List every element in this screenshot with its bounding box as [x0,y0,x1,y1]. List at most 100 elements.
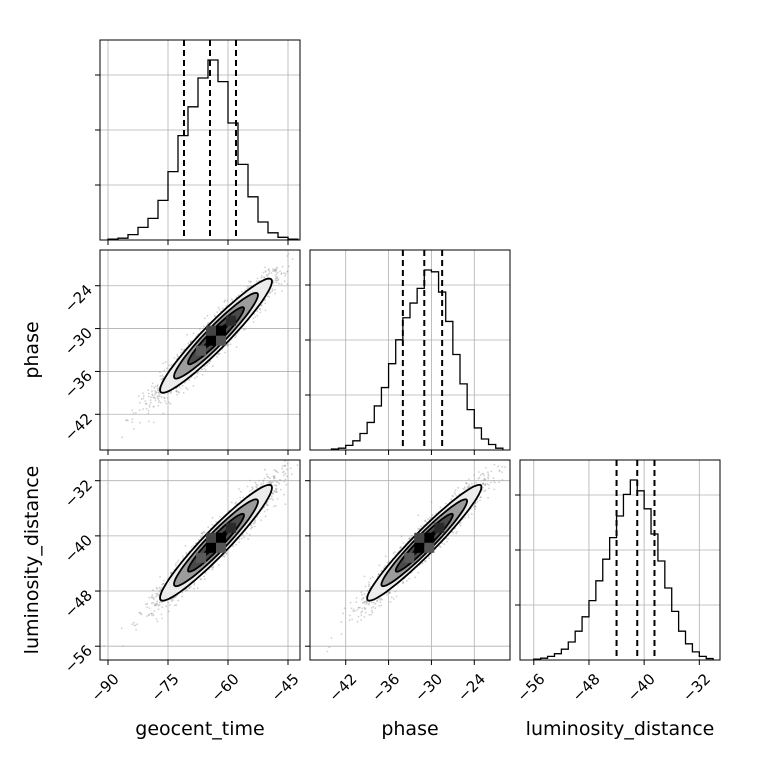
scatter-point [276,267,278,270]
histogram-panel-luminosity_distance: −56 −48 −40 −32 [513,459,721,705]
scatter-point [283,465,286,467]
panel-background [310,250,510,450]
scatter-point [253,520,256,523]
scatter-point [218,516,221,518]
scatter-point [275,487,278,490]
scatter-point [266,275,269,277]
scatter-point [226,344,229,346]
scatter-point [166,367,168,370]
scatter-point [218,308,221,311]
scatter-point [242,496,245,499]
scatter-point [211,365,214,368]
scatter-point [272,270,274,272]
scatter-point [289,467,292,470]
scatter-point [269,480,272,483]
scatter-point [280,272,283,275]
scatter-point [154,603,157,606]
scatter-point [157,593,160,596]
scatter-point [276,279,278,282]
scatter-point [158,603,161,606]
scatter-point [270,481,273,483]
scatter-point [147,395,150,398]
scatter-point [275,469,277,472]
scatter-point [246,285,249,288]
scatter-point [125,419,127,422]
scatter-point [206,314,209,317]
scatter-point [275,470,278,473]
scatter-point [161,378,164,381]
scatter-point [235,334,238,337]
scatter-point [264,302,267,305]
scatter-point [231,298,233,301]
scatter-point [238,541,241,544]
scatter-point [157,398,160,400]
scatter-point [188,587,191,589]
scatter-point [161,601,164,604]
scatter-point [269,477,271,480]
scatter-point [266,500,269,503]
scatter-point [133,428,135,430]
scatter-point [131,409,134,411]
scatter-point [260,303,263,306]
scatter-point [274,479,276,482]
scatter-point [234,336,237,339]
scatter-point [275,277,277,280]
scatter-point [151,385,153,388]
scatter-point [283,480,286,483]
scatter-point [267,295,269,298]
scatter-point [207,526,210,529]
scatter-point [285,453,287,455]
scatter-point [250,524,252,527]
scatter-point [184,589,187,592]
scatter-point [134,412,137,414]
scatter-point [252,522,255,525]
scatter-point [264,266,266,269]
scatter-point [268,270,271,273]
scatter-point [270,272,273,274]
x-tick-label: −48 [569,670,604,705]
density-peak-cells [196,315,236,356]
scatter-point [159,375,162,378]
scatter-point [196,372,199,374]
scatter-point [137,395,140,397]
scatter-point [125,419,128,422]
scatter-point [188,587,191,590]
scatter-point [274,275,277,277]
scatter-point [165,605,168,608]
scatter-point [273,484,275,487]
scatter-point [170,571,173,574]
scatter-point [277,481,279,484]
scatter-point [154,399,157,402]
scatter-point [281,467,284,470]
scatter-point [211,524,214,526]
scatter-point [158,601,161,604]
scatter-point [274,477,276,480]
scatter-point [271,492,274,495]
density-cell [206,325,216,336]
scatter-point [251,526,253,528]
scatter-point [156,592,159,595]
scatter-point [181,384,184,387]
scatter-point [224,351,227,354]
y-tick-label: −36 [61,367,96,402]
scatter-point [274,270,276,272]
scatter-point [238,538,241,540]
scatter-point [235,296,238,298]
scatter-point [189,341,192,343]
scatter-point [259,311,262,314]
histogram-step-line [107,59,299,240]
scatter-point [178,391,181,394]
scatter-point [193,587,195,590]
scatter-point [254,481,257,484]
scatter-point [170,392,172,394]
scatter-point [193,582,196,585]
scatter-point [235,346,238,348]
scatter-point [263,276,265,278]
scatter-point [156,620,159,623]
scatter-point [153,396,156,399]
scatter-point [156,387,159,390]
scatter-point [229,343,232,346]
scatter-point [148,404,151,406]
scatter-point [211,568,214,571]
scatter-point [155,595,157,598]
